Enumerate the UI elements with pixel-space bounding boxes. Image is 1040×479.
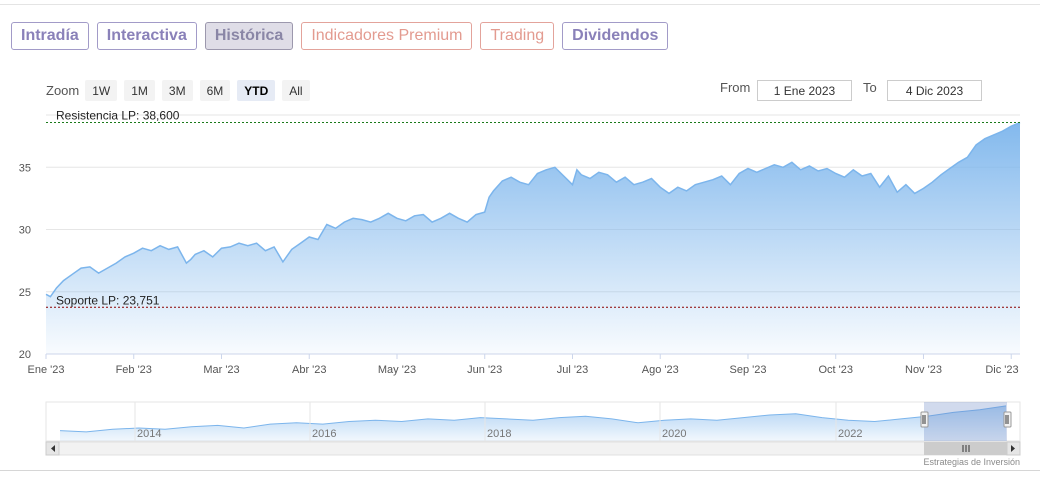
zoom-controls: Zoom 1W 1M 3M 6M YTD All	[46, 80, 317, 101]
to-label: To	[863, 80, 877, 95]
tab-5[interactable]: Dividendos	[562, 22, 669, 50]
annotation-label: Soporte LP: 23,751	[56, 293, 160, 307]
navigator-frame	[45, 401, 1021, 442]
tab-0[interactable]: Intradía	[11, 22, 89, 50]
zoom-button-3[interactable]: 6M	[199, 80, 231, 101]
chevron-left-icon	[51, 445, 55, 452]
zoom-button-0[interactable]: 1W	[85, 80, 118, 101]
from-label: From	[720, 80, 751, 95]
x-tick-label: Dic '23	[985, 364, 1018, 376]
y-tick-label: 35	[19, 162, 31, 174]
annotation-label: Resistencia LP: 38,600	[56, 108, 180, 122]
x-axis: Ene '23 Feb '23 Mar '23 Abr '23 May '23 Jun '…	[28, 353, 1020, 376]
y-tick-label: 25	[19, 287, 31, 299]
zoom-button-1[interactable]: 1M	[124, 80, 155, 101]
x-tick-label: Sep '23	[729, 364, 766, 376]
scrollbar-thumb[interactable]	[924, 442, 1008, 455]
navigator-handle-right[interactable]	[1003, 411, 1012, 428]
x-tick-label: Nov '23	[905, 364, 942, 376]
tab-3[interactable]: Indicadores Premium	[301, 22, 473, 50]
y-tick-label: 30	[19, 225, 31, 237]
zoom-button-5[interactable]: All	[282, 80, 310, 101]
chart-area-series	[45, 121, 1021, 354]
navigator-year-label: 2022	[838, 428, 862, 440]
navigator-line	[59, 405, 1007, 433]
x-tick-label: Oct '23	[818, 364, 853, 376]
tab-2[interactable]: Histórica	[204, 22, 294, 50]
bottom-divider	[0, 470, 1040, 471]
x-tick-label: Mar '23	[203, 364, 239, 376]
scroll-right-button[interactable]	[1006, 441, 1021, 456]
zoom-label: Zoom	[46, 83, 80, 98]
tab-1[interactable]: Interactiva	[96, 22, 197, 50]
zoom-button-4[interactable]: YTD	[237, 80, 276, 101]
navigator-year-label: 2014	[137, 428, 161, 440]
chevron-right-icon	[1011, 445, 1015, 452]
navigator-year-label: 2016	[312, 428, 336, 440]
x-tick-label: Jul '23	[557, 364, 588, 376]
navigator-year-label: 2020	[662, 428, 686, 440]
y-axis: 20 25 30 35	[19, 162, 31, 361]
chart-annotations: Resistencia LP: 38,600 Soporte LP: 23,751	[46, 108, 1020, 308]
y-tick-label: 20	[19, 349, 31, 361]
to-date-input[interactable]: 4 Dic 2023	[887, 80, 982, 101]
x-tick-label: May '23	[378, 364, 416, 376]
navigator-selection	[924, 402, 1007, 441]
navigator-year-label: 2018	[487, 428, 511, 440]
x-tick-label: Feb '23	[116, 364, 152, 376]
chart-tabs: Intradía Interactiva Histórica Indicadores …	[11, 22, 669, 50]
area-fill	[46, 122, 1020, 354]
top-divider	[0, 4, 1040, 5]
chart-gridlines	[46, 114, 1020, 355]
navigator-area	[60, 405, 1006, 441]
range-navigator[interactable]: 2014 2016 2018 2020 2022	[45, 401, 1021, 456]
navigator-handle-left[interactable]	[920, 411, 929, 428]
scroll-left-button[interactable]	[45, 441, 60, 456]
scrollbar-track	[45, 441, 1021, 456]
x-tick-label: Ene '23	[28, 364, 65, 376]
from-date-input[interactable]: 1 Ene 2023	[757, 80, 852, 101]
series-line	[45, 121, 1021, 298]
credit-text: Estrategias de Inversión	[923, 457, 1020, 467]
tab-4[interactable]: Trading	[480, 22, 555, 50]
x-tick-label: Jun '23	[467, 364, 502, 376]
x-tick-label: Abr '23	[292, 364, 327, 376]
x-tick-label: Ago '23	[642, 364, 679, 376]
zoom-button-2[interactable]: 3M	[161, 80, 193, 101]
